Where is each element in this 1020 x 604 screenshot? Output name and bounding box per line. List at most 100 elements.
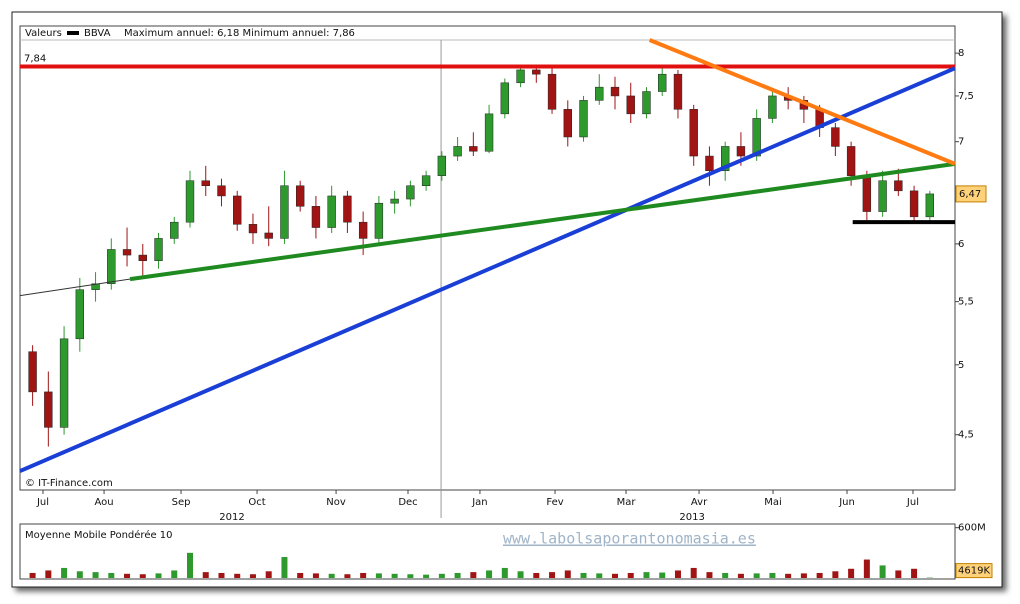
- candle-body: [233, 196, 241, 224]
- volume-bar: [423, 575, 429, 578]
- volume-bar: [738, 574, 744, 578]
- candle-body: [611, 87, 619, 96]
- x-tick-label: Mai: [764, 497, 782, 508]
- volume-bar: [360, 573, 366, 578]
- candle-body: [658, 74, 666, 91]
- candle-body: [218, 186, 226, 196]
- volume-last-label: 4619K: [958, 566, 990, 577]
- volume-bar: [785, 574, 791, 578]
- volume-bar: [171, 570, 177, 578]
- y-tick-label: 5,5: [958, 297, 974, 308]
- candle-body: [737, 146, 745, 156]
- volume-bar: [61, 568, 67, 578]
- trendline-label: 7,84: [24, 54, 46, 65]
- volume-tick-label: 600M: [958, 523, 986, 534]
- x-tick-label: Jan: [471, 497, 487, 508]
- volume-bar: [565, 570, 571, 578]
- volume-bar: [156, 573, 162, 578]
- volume-bar: [486, 570, 492, 578]
- candle-body: [501, 83, 509, 114]
- volume-bar: [455, 573, 461, 578]
- x-tick-label: Sep: [172, 497, 191, 508]
- volume-bar: [675, 570, 681, 578]
- candle-body: [281, 186, 289, 239]
- candle-body: [643, 92, 651, 114]
- volume-bar: [628, 573, 634, 578]
- x-tick-label: Aou: [94, 497, 113, 508]
- volume-bar: [911, 569, 917, 578]
- x-tick-label: Fev: [546, 497, 563, 508]
- candle-body: [422, 176, 430, 186]
- candle-body: [44, 392, 52, 427]
- volume-bar: [533, 573, 539, 578]
- volume-bar: [832, 571, 838, 578]
- candle-body: [328, 196, 336, 228]
- volume-bar: [439, 574, 445, 578]
- candle-body: [60, 339, 68, 428]
- volume-bar: [801, 573, 807, 578]
- volume-bar: [203, 572, 209, 578]
- volume-bar: [549, 572, 555, 578]
- volume-bar: [612, 574, 618, 578]
- range-text: Maximum annuel: 6,18 Minimum annuel: 7,8…: [124, 28, 355, 39]
- candle-body: [107, 249, 115, 283]
- candle-body: [359, 222, 367, 238]
- legend-swatch: [67, 31, 79, 35]
- volume-bar: [581, 573, 587, 578]
- volume-bar: [691, 568, 697, 578]
- candle-body: [29, 352, 37, 392]
- y-tick-label: 6: [958, 239, 964, 250]
- y-tick-label: 5: [958, 360, 964, 371]
- candle-body: [847, 146, 855, 175]
- candle-body: [690, 109, 698, 156]
- candle-body: [863, 176, 871, 212]
- y-tick-label: 7: [958, 137, 964, 148]
- x-tick-label: Avr: [691, 497, 708, 508]
- header-label: Valeurs: [25, 28, 62, 39]
- candle-body: [343, 196, 351, 222]
- candle-body: [894, 181, 902, 191]
- volume-bar: [187, 553, 193, 578]
- volume-bar: [93, 572, 99, 578]
- candle-body: [831, 128, 839, 147]
- candle-body: [926, 194, 934, 217]
- source: © IT-Finance.com: [25, 478, 113, 489]
- candle-body: [265, 233, 273, 238]
- candle-body: [249, 224, 257, 233]
- year-label: 2012: [219, 512, 244, 523]
- volume-bar: [45, 570, 51, 578]
- volume-bar: [30, 573, 36, 578]
- candle-body: [76, 290, 84, 339]
- volume-bar: [817, 573, 823, 578]
- x-tick-label: Mar: [617, 497, 637, 508]
- x-tick-label: Dec: [398, 497, 417, 508]
- volume-bar: [596, 573, 602, 578]
- last-price-label: 6,47: [959, 189, 981, 200]
- volume-bar: [108, 573, 114, 578]
- x-tick-label: Jun: [838, 497, 855, 508]
- candle-body: [517, 70, 525, 83]
- candle-body: [627, 96, 635, 114]
- candle-body: [406, 186, 414, 199]
- volume-bar: [848, 569, 854, 578]
- candle-body: [202, 181, 210, 186]
- candle-body: [595, 87, 603, 100]
- volume-bar: [218, 573, 224, 578]
- volume-bar: [643, 572, 649, 578]
- candle-body: [485, 114, 493, 151]
- volume-bar: [313, 573, 319, 578]
- volume-bar: [407, 574, 413, 578]
- volume-bar: [77, 571, 83, 578]
- volume-bar: [864, 560, 870, 578]
- watermark: www.labolsaporantonomasia.es: [503, 530, 756, 548]
- volume-bar: [502, 568, 508, 578]
- candle-body: [564, 109, 572, 137]
- x-tick-label: Jul: [906, 497, 919, 508]
- year-label: 2013: [679, 512, 704, 523]
- candle-body: [706, 156, 714, 171]
- x-tick-label: Nov: [326, 497, 346, 508]
- volume-bar: [344, 574, 350, 578]
- volume-bar: [895, 570, 901, 578]
- y-tick-label: 8: [958, 48, 964, 59]
- candle-body: [296, 186, 304, 207]
